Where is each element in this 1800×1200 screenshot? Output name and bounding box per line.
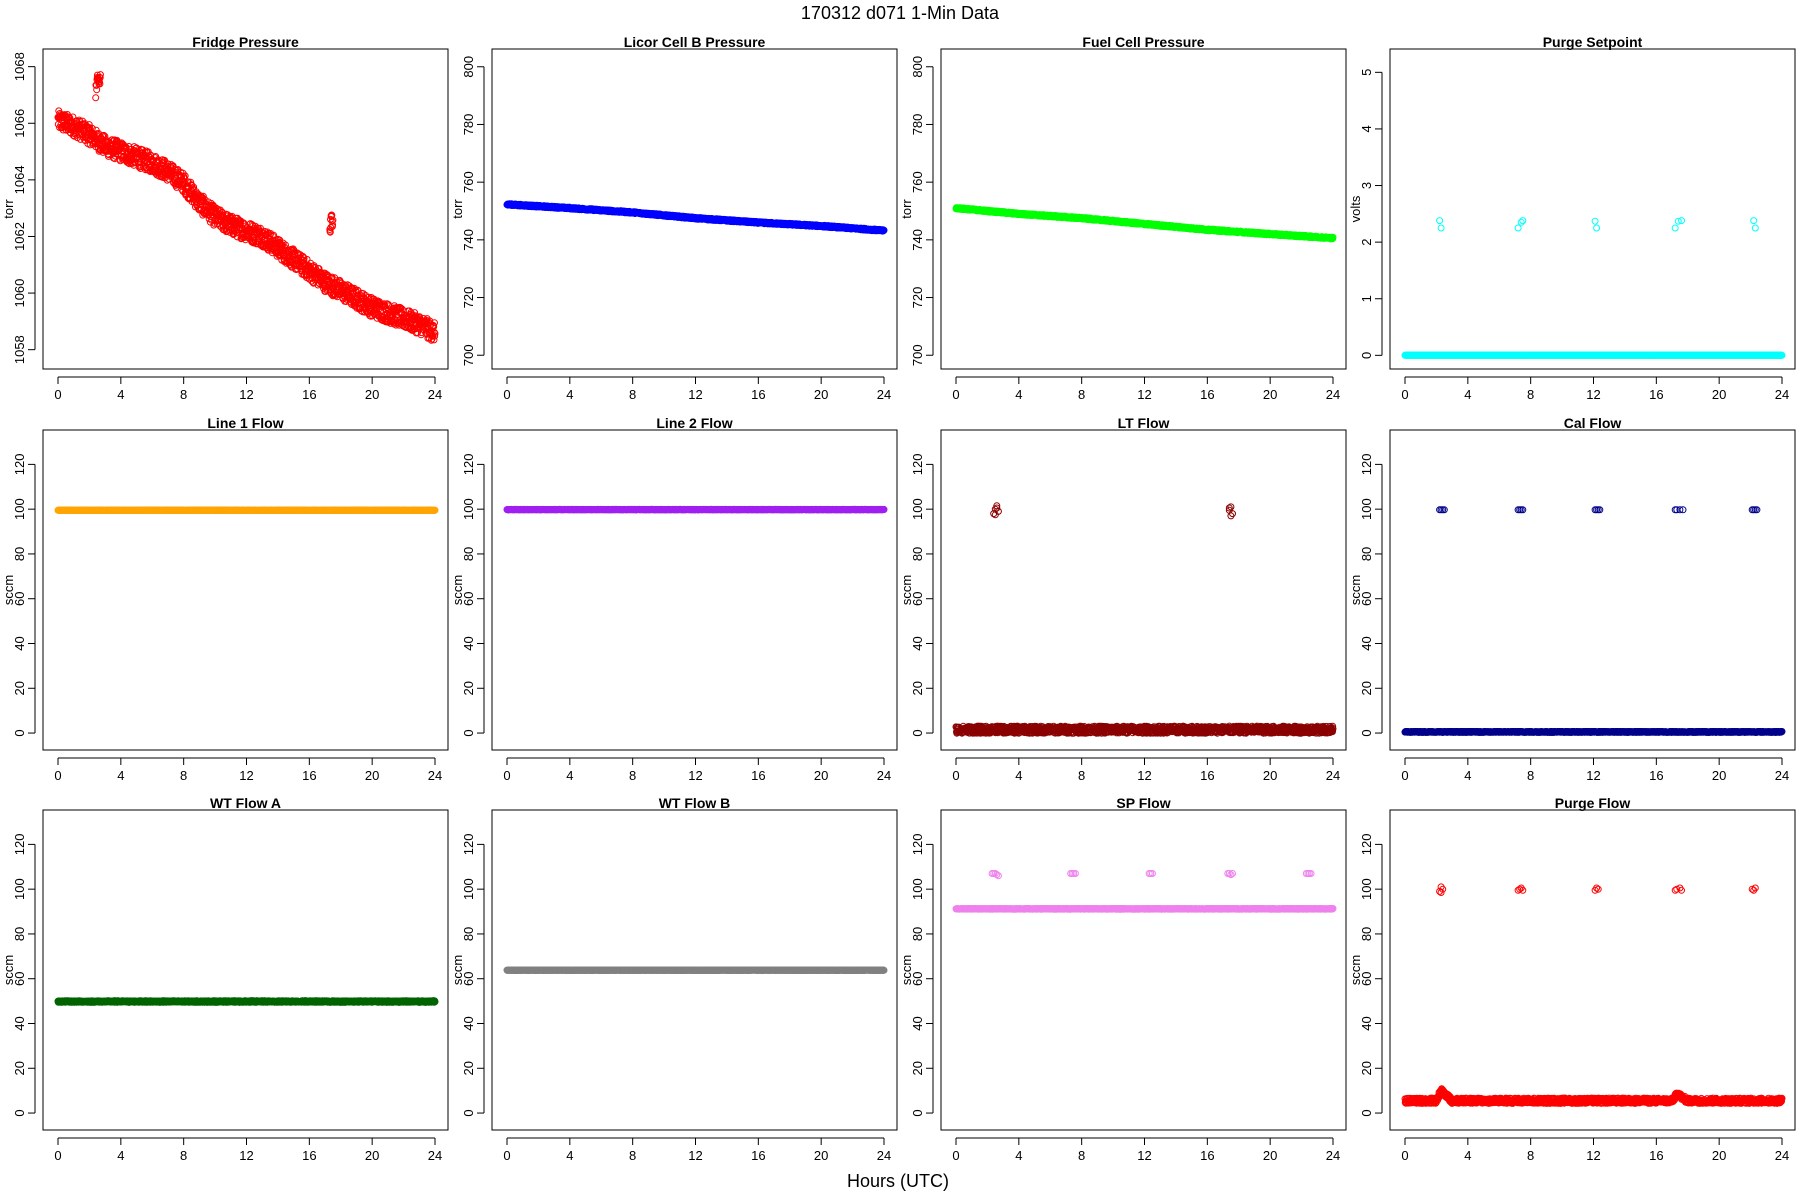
y-tick-label: 720	[910, 287, 925, 309]
x-tick-label: 24	[1326, 387, 1340, 402]
x-tick-label: 8	[1078, 387, 1085, 402]
y-axis-label: torr	[1, 199, 16, 219]
y-tick-label: 720	[461, 287, 476, 309]
y-axis-label: torr	[899, 199, 914, 219]
data-point	[66, 114, 74, 122]
data-point	[167, 161, 175, 168]
panel-fridge-pressure: Fridge Pressure torr 0 4 8 12 16 20 24 1058 1060 10…	[1, 34, 449, 402]
y-tick-label: 760	[461, 171, 476, 193]
y-tick-label: 1058	[12, 335, 27, 364]
y-tick-label: 740	[461, 229, 476, 251]
data-point	[199, 192, 207, 200]
x-tick-label: 16	[751, 387, 765, 402]
x-tick-label: 0	[503, 387, 510, 402]
x-tick-label: 24	[877, 387, 891, 402]
y-tick-label: 700	[910, 344, 925, 366]
x-tick-label: 20	[814, 387, 828, 402]
y-tick-label: 1062	[12, 222, 27, 251]
data-point	[141, 148, 149, 156]
x-tick-label: 12	[688, 387, 702, 402]
x-tick-label: 24	[428, 387, 442, 402]
data-point	[279, 239, 287, 247]
figure-title: 170312 d071 1-Min Data	[801, 3, 1000, 23]
panel-title: Fuel Cell Pressure	[1082, 34, 1204, 50]
y-tick-label: 800	[910, 56, 925, 78]
x-tick-label: 12	[1137, 387, 1151, 402]
series-points	[54, 71, 439, 344]
y-tick-label: 780	[461, 114, 476, 136]
x-tick-label: 4	[117, 387, 124, 402]
panel-grid: Fridge Pressure torr 0 4 8 12 16 20 24 1058 1060 10…	[1, 34, 1796, 1163]
y-tick-label: 1068	[12, 52, 27, 81]
y-tick-label: 780	[910, 114, 925, 136]
figure-x-axis-title: Hours (UTC)	[847, 1171, 949, 1191]
y-tick-label: 1066	[12, 109, 27, 138]
y-tick-label: 800	[461, 56, 476, 78]
x-tick-label: 0	[952, 387, 959, 402]
y-tick-label: 700	[461, 344, 476, 366]
data-point	[136, 158, 144, 166]
data-point	[181, 172, 189, 180]
y-axis-label: volts	[1348, 195, 1363, 222]
data-point	[303, 255, 311, 263]
x-tick-label: 8	[629, 387, 636, 402]
y-axis-label: torr	[450, 199, 465, 219]
x-tick-label: 4	[1015, 387, 1022, 402]
y-tick-label: 740	[910, 229, 925, 251]
x-tick-label: 8	[180, 387, 187, 402]
x-tick-label: 0	[54, 387, 61, 402]
panel-title: Purge Setpoint	[1543, 34, 1643, 50]
panel-title: Licor Cell B Pressure	[624, 34, 766, 50]
y-tick-label: 1064	[12, 165, 27, 194]
x-tick-label: 12	[239, 387, 253, 402]
panel-title: Fridge Pressure	[192, 34, 299, 50]
x-tick-label: 4	[566, 387, 573, 402]
x-tick-label: 16	[302, 387, 316, 402]
data-point	[188, 182, 196, 189]
x-tick-label: 16	[1200, 387, 1214, 402]
y-tick-label: 1060	[12, 279, 27, 308]
x-tick-label: 20	[365, 387, 379, 402]
x-tick-label: 20	[1263, 387, 1277, 402]
y-tick-label: 760	[910, 171, 925, 193]
data-point	[218, 208, 226, 216]
